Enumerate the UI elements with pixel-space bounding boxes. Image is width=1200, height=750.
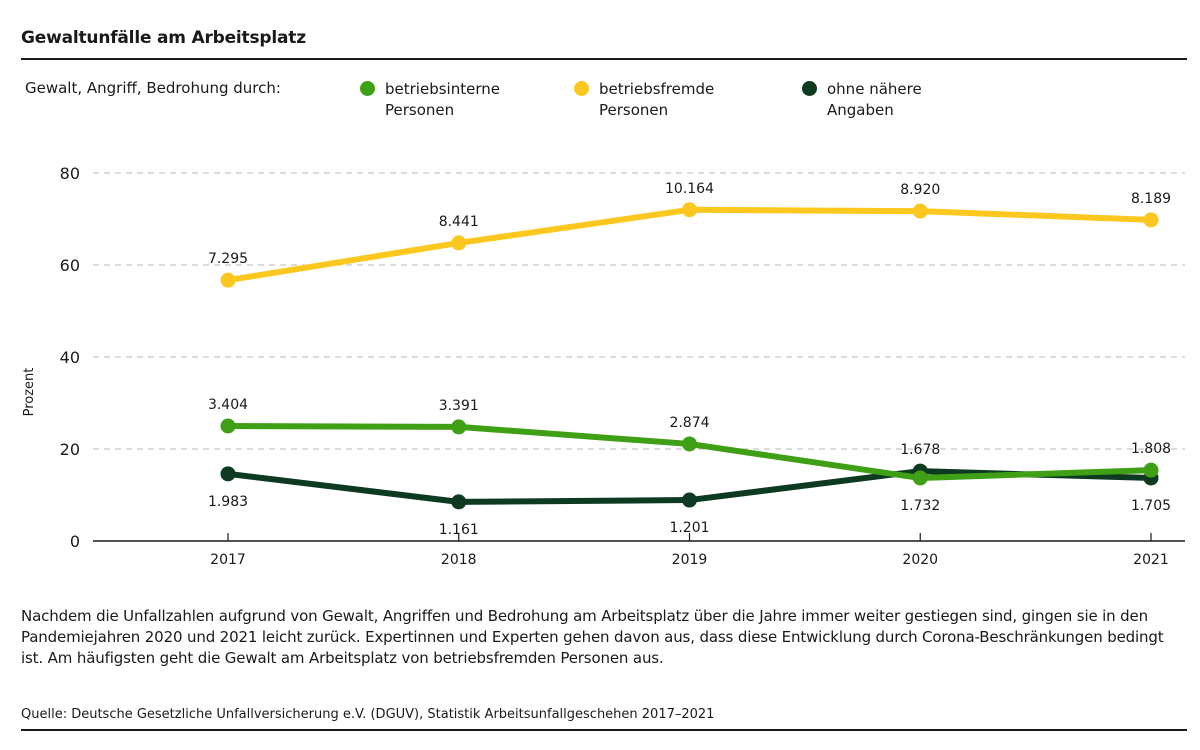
y-tick-label: 0 bbox=[70, 532, 80, 551]
legend-dot-icon bbox=[574, 81, 589, 96]
data-label: 8.441 bbox=[439, 214, 479, 230]
y-tick-label: 40 bbox=[60, 348, 80, 367]
data-label: 1.983 bbox=[208, 494, 248, 510]
series-line bbox=[225, 206, 1154, 284]
x-tick-label: 2020 bbox=[902, 552, 938, 568]
data-point bbox=[220, 466, 236, 482]
data-point bbox=[1143, 212, 1159, 228]
series-line bbox=[225, 423, 1154, 481]
source-text: Quelle: Deutsche Gesetzliche Unfallversi… bbox=[21, 707, 715, 722]
data-label: 7.295 bbox=[208, 251, 248, 267]
legend-dot-icon bbox=[360, 81, 375, 96]
y-tick-label: 60 bbox=[60, 256, 80, 275]
y-tick-label: 20 bbox=[60, 440, 80, 459]
data-label: 3.391 bbox=[439, 398, 479, 414]
x-axis: 2017 2018 2019 2020 2021 bbox=[93, 533, 1185, 568]
data-label: 1.732 bbox=[900, 498, 940, 514]
legend-item-unspecified: ohne nähere Angaben bbox=[802, 79, 937, 121]
line-chart: 0 20 40 60 80 Prozent 2017 2018 2019 2020 2021 7… bbox=[22, 164, 1185, 568]
data-point bbox=[451, 419, 467, 435]
data-point bbox=[1143, 462, 1159, 478]
chart-title: Gewaltunfälle am Arbeitsplatz bbox=[21, 28, 306, 48]
data-label: 1.678 bbox=[900, 442, 940, 458]
legend-dot-icon bbox=[802, 81, 817, 96]
data-point bbox=[220, 272, 236, 288]
data-label: 2.874 bbox=[669, 415, 709, 431]
series-lines bbox=[220, 202, 1159, 510]
data-label: 1.161 bbox=[439, 522, 479, 538]
legend-label: betriebsfremde Personen bbox=[599, 80, 715, 119]
data-label: 1.201 bbox=[669, 520, 709, 536]
legend-label: betriebsinterne Personen bbox=[385, 80, 500, 119]
data-label: 1.808 bbox=[1131, 441, 1171, 457]
data-point bbox=[220, 418, 236, 434]
legend-item-external: betriebsfremde Personen bbox=[574, 79, 749, 121]
x-tick-label: 2018 bbox=[441, 552, 477, 568]
title-divider bbox=[21, 58, 1187, 60]
legend-label: ohne nähere Angaben bbox=[827, 80, 922, 119]
x-tick-label: 2021 bbox=[1133, 552, 1169, 568]
footer-divider bbox=[21, 729, 1187, 731]
y-axis-label: Prozent bbox=[22, 368, 37, 417]
data-point bbox=[451, 494, 467, 510]
data-label: 1.705 bbox=[1131, 498, 1171, 514]
data-point bbox=[912, 470, 928, 486]
x-tick-label: 2019 bbox=[672, 552, 708, 568]
data-point bbox=[682, 202, 697, 218]
data-label: 3.404 bbox=[208, 397, 248, 413]
legend-item-internal: betriebsinterne Personen bbox=[360, 79, 535, 121]
data-point bbox=[682, 492, 697, 508]
data-point bbox=[912, 203, 928, 219]
description-text: Nachdem die Unfallzahlen aufgrund von Ge… bbox=[21, 607, 1164, 667]
y-axis-ticks: 0 20 40 60 80 bbox=[60, 164, 80, 551]
x-tick-label: 2017 bbox=[210, 552, 246, 568]
data-label: 8.920 bbox=[900, 182, 940, 198]
data-point bbox=[682, 436, 697, 452]
gridlines bbox=[93, 172, 1185, 450]
legend-lead-text: Gewalt, Angriff, Bedrohung durch: bbox=[25, 79, 281, 97]
data-label: 10.164 bbox=[665, 181, 714, 197]
data-point bbox=[451, 235, 467, 251]
y-tick-label: 80 bbox=[60, 164, 80, 183]
data-label: 8.189 bbox=[1131, 191, 1171, 207]
data-labels: 7.295 8.441 10.164 8.920 8.189 1.983 1.161 1.20… bbox=[208, 181, 1171, 538]
